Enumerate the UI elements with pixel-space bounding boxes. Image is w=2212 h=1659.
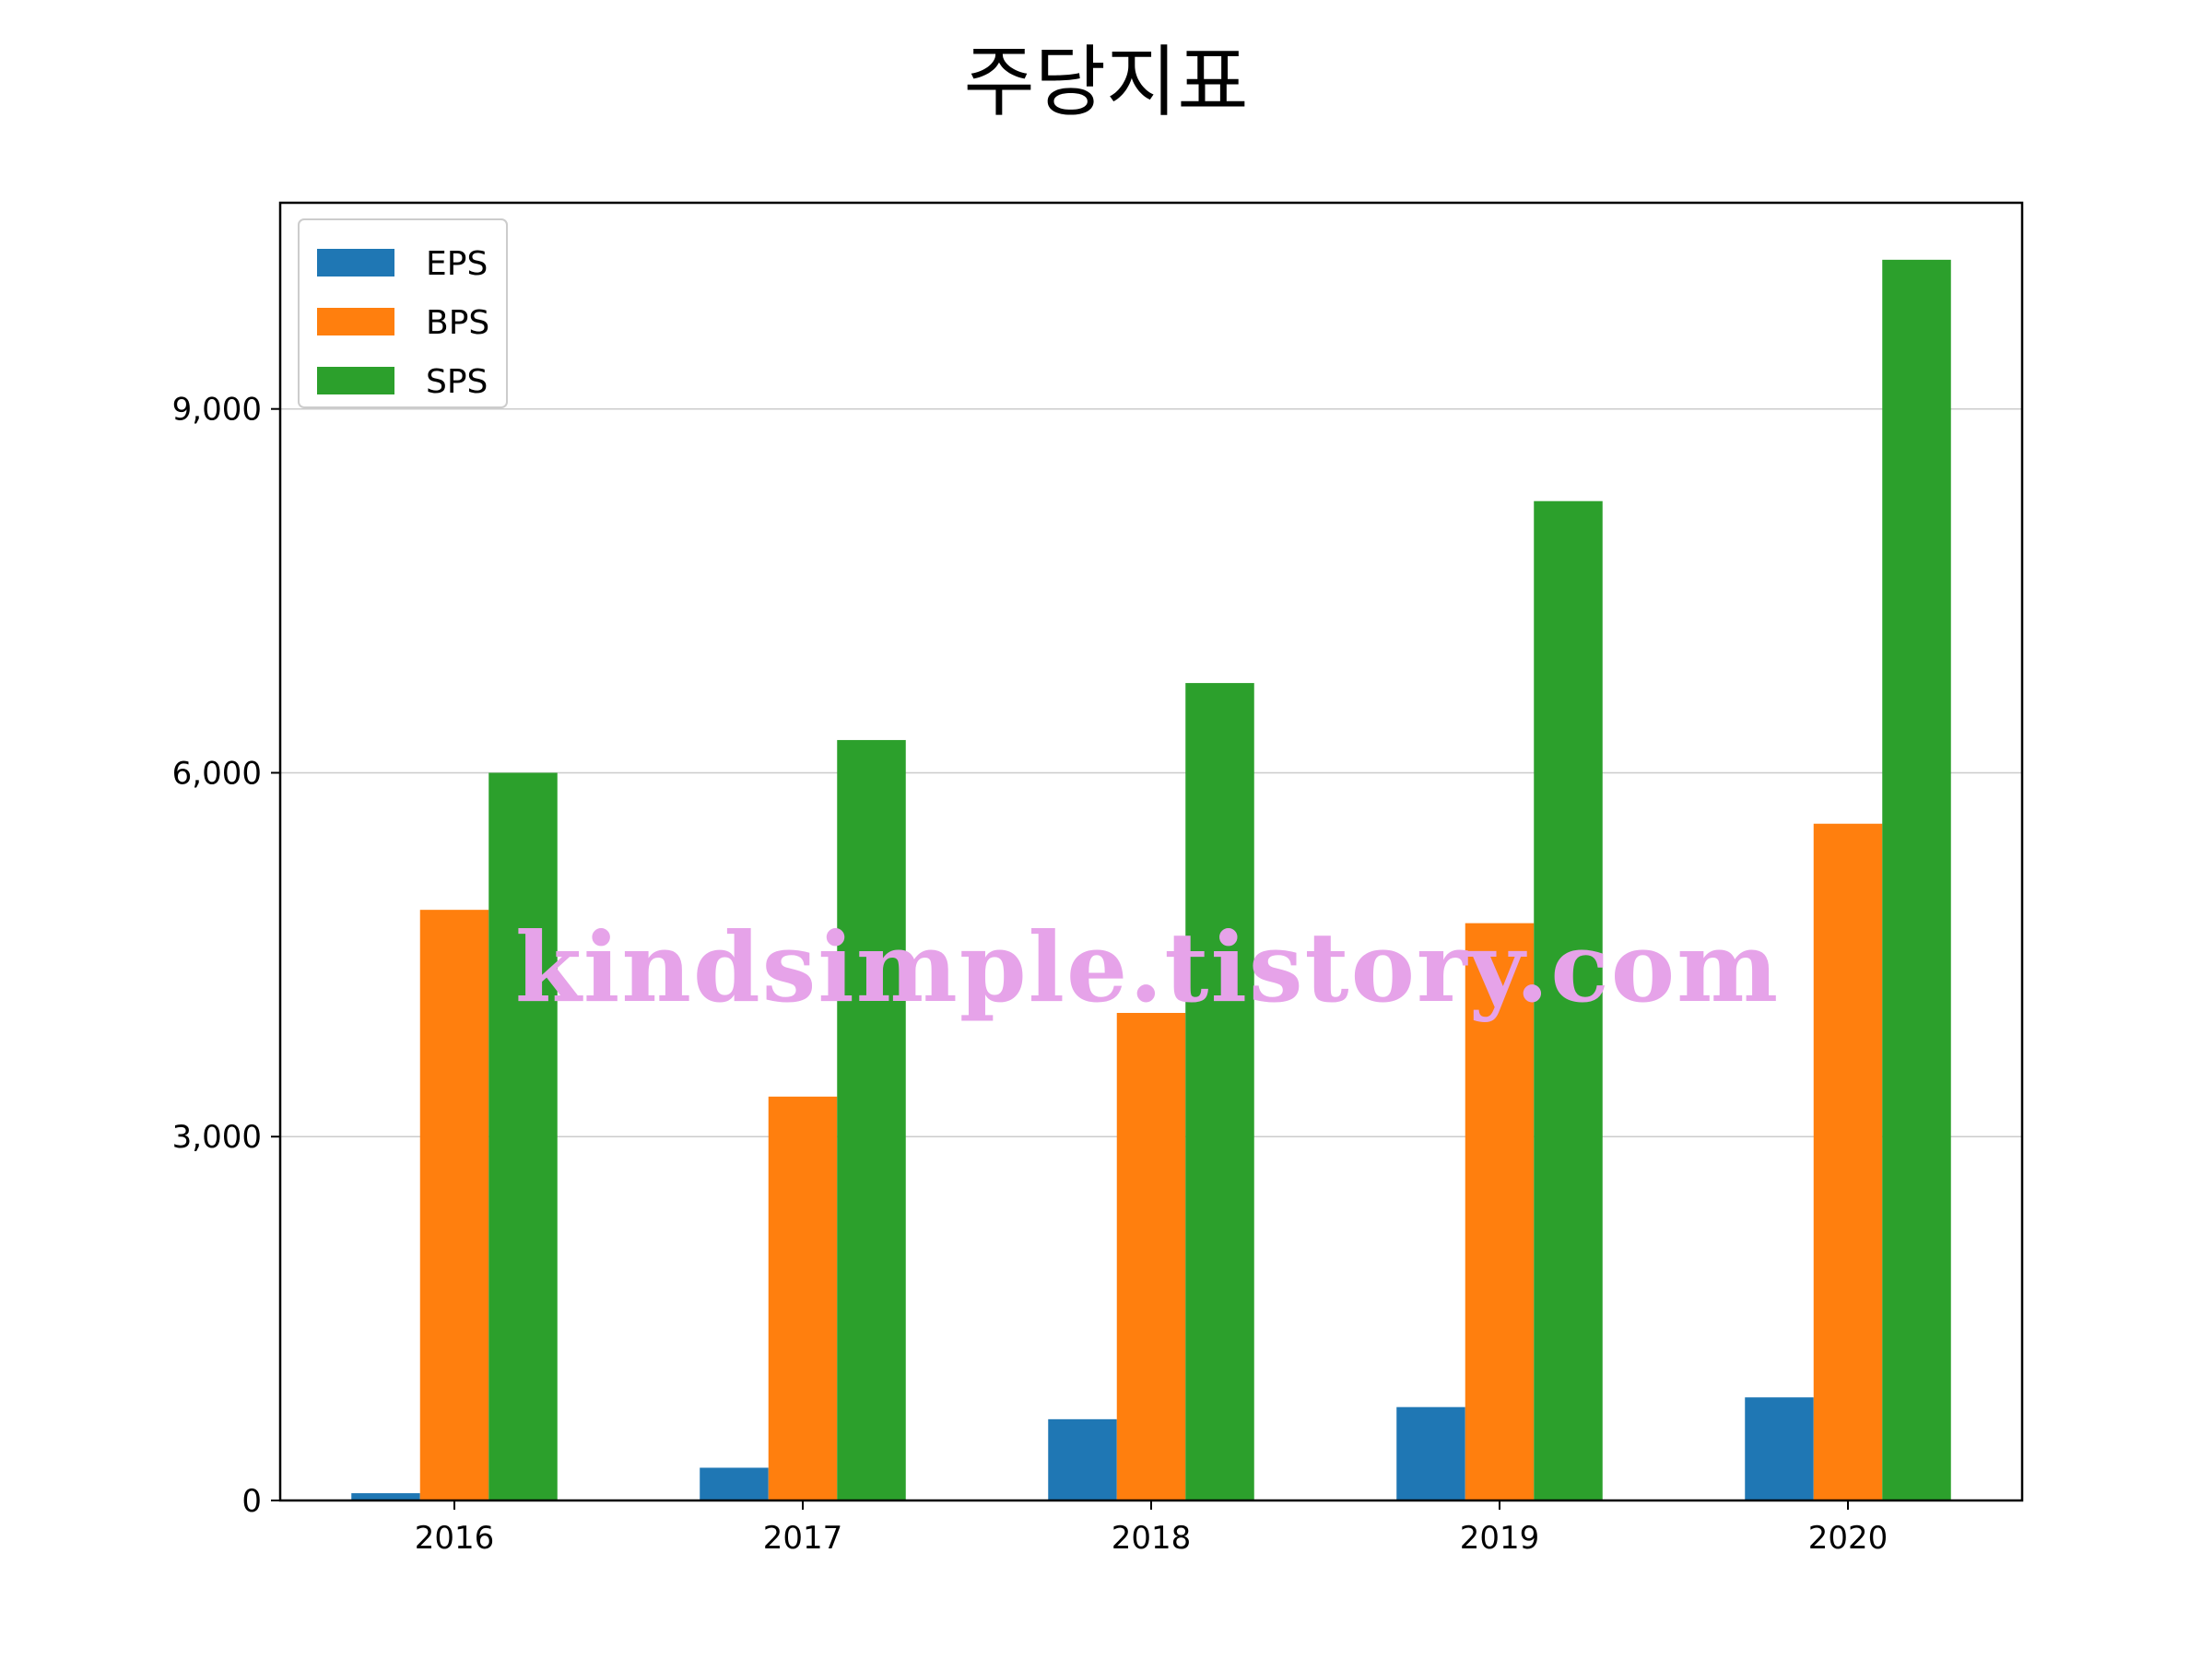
legend-label-eps: EPS [426, 245, 488, 283]
watermark-text: kindsimple.tistory.com [515, 911, 1780, 1024]
y-tick-label: 9,000 [172, 392, 262, 429]
bar-eps-2018 [1048, 1418, 1117, 1500]
legend-swatch-eps [317, 249, 394, 276]
bar-eps-2016 [351, 1493, 420, 1500]
y-tick-label: 0 [241, 1483, 262, 1520]
bar-bps-2017 [768, 1096, 838, 1500]
bar-sps-2018 [1185, 683, 1254, 1500]
bar-sps-2020 [1882, 259, 1951, 1501]
x-tick-label: 2019 [1460, 1520, 1540, 1557]
bar-sps-2017 [837, 739, 906, 1500]
bar-eps-2020 [1745, 1397, 1814, 1500]
bar-eps-2019 [1396, 1406, 1465, 1500]
legend-label-sps: SPS [426, 363, 488, 401]
bar-bps-2019 [1465, 923, 1535, 1500]
legend-swatch-sps [317, 367, 394, 394]
x-tick-label: 2020 [1808, 1520, 1888, 1557]
bar-sps-2016 [488, 772, 558, 1500]
x-tick-label: 2018 [1112, 1520, 1192, 1557]
bar-bps-2016 [419, 910, 489, 1500]
legend-swatch-bps [317, 308, 394, 335]
bar-bps-2018 [1116, 1013, 1186, 1500]
bar-bps-2020 [1813, 823, 1883, 1500]
y-tick-label: 3,000 [172, 1119, 262, 1156]
legend-label-bps: BPS [426, 304, 489, 342]
x-tick-label: 2016 [415, 1520, 495, 1557]
bar-eps-2017 [700, 1467, 769, 1500]
x-tick-label: 2017 [763, 1520, 843, 1557]
chart-title: 주당지표 [963, 37, 1249, 127]
bar-sps-2019 [1534, 500, 1603, 1500]
y-tick-label: 6,000 [172, 755, 262, 792]
